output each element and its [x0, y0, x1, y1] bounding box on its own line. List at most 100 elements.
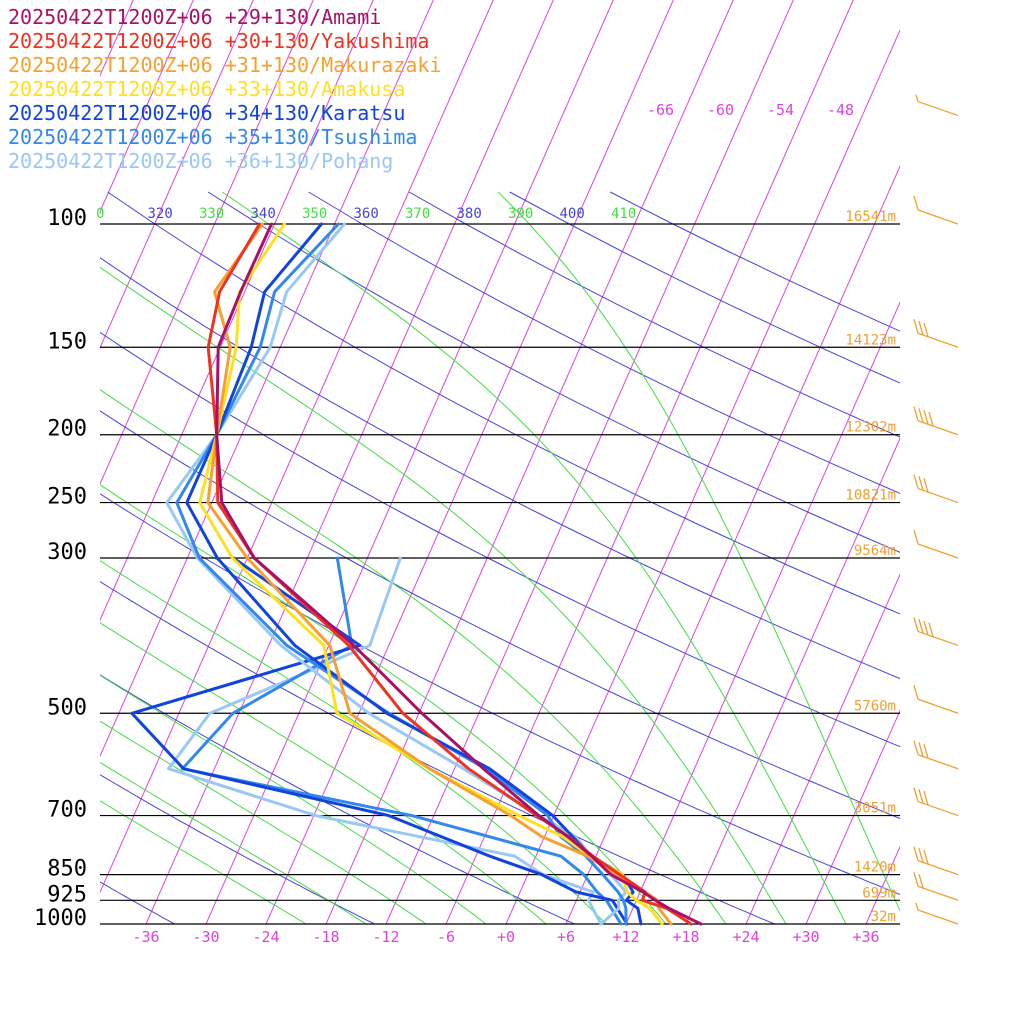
theta-labels: 0 320 330 340 350 360 370 380 390 400 410: [96, 206, 636, 222]
dry-adiabat-line: [100, 674, 576, 924]
theta-label: 340: [251, 206, 276, 222]
wind-barb: [915, 94, 959, 117]
height-label: 10821m: [845, 488, 896, 504]
theta-label: 370: [405, 206, 430, 222]
height-label: 14123m: [845, 332, 896, 348]
temperature-tick-label: -36: [132, 928, 159, 946]
temperature-tick-label: +0: [497, 928, 515, 946]
wind-barb: [913, 474, 959, 504]
height-label: 32m: [871, 909, 896, 925]
temperature-tick-label: +6: [557, 928, 575, 946]
temperature-line: [206, 222, 693, 926]
temperature-line: [198, 222, 664, 926]
theta-label: 320: [148, 206, 173, 222]
wind-barbs: [913, 94, 959, 925]
temperature-tick-label: -6: [437, 928, 455, 946]
temperature-line: [206, 222, 673, 926]
temperature-tick-label: +18: [672, 928, 699, 946]
isotherm-line: [565, 165, 900, 924]
temperature-tick-label: +12: [612, 928, 639, 946]
legend-entry: 20250422T1200Z+06 +35+130/Tsushima: [8, 125, 417, 149]
wind-barb: [913, 617, 959, 647]
height-label: 1420m: [854, 860, 896, 876]
temperature-tick-label: +30: [792, 928, 819, 946]
pressure-label: 850: [47, 857, 87, 882]
height-label: 16541m: [845, 209, 896, 225]
pressure-label: 700: [47, 798, 87, 823]
temperature-tick-label: -18: [312, 928, 339, 946]
temperature-line: [175, 222, 628, 926]
theta-label: 390: [508, 206, 533, 222]
isotherm-line: [505, 28, 900, 924]
dry-adiabat-line: [408, 191, 900, 438]
theta-label: 410: [611, 206, 636, 222]
isotherm-labels: -66 -60 -54 -48: [647, 101, 854, 119]
temperature-tick-label: +36: [852, 928, 879, 946]
height-label: 699m: [862, 885, 896, 901]
isotherm-line: [385, 0, 794, 924]
dry-adiabat-line: [100, 257, 900, 680]
pressure-label: 1000: [34, 906, 87, 931]
dry-adiabat-line: [509, 191, 900, 384]
isotherm-line: [926, 0, 1024, 924]
theta-label: 400: [560, 206, 585, 222]
theta-label: 360: [354, 206, 379, 222]
legend-entry: 20250422T1200Z+06 +34+130/Karatsu: [8, 101, 405, 125]
theta-label: 380: [457, 206, 482, 222]
isotherm-line: [805, 709, 900, 924]
pressure-label: 150: [47, 329, 87, 354]
dry-adiabat-line: [100, 881, 176, 924]
height-label: 5760m: [854, 698, 896, 714]
isotherm-line: [325, 0, 734, 924]
isotherm-label: -60: [707, 101, 734, 119]
theta-label: 350: [302, 206, 327, 222]
isotherm-label: -54: [767, 101, 794, 119]
isotherm-line: [625, 301, 900, 924]
height-label: 12302m: [845, 420, 896, 436]
temperature-line: [165, 222, 628, 926]
isotherm-line: [685, 437, 900, 924]
wind-barb: [913, 529, 959, 559]
theta-label: 330: [199, 206, 224, 222]
theta-label: 0: [96, 206, 104, 222]
sounding-profiles: [130, 222, 703, 926]
wind-barb: [913, 787, 959, 817]
pressure-label: 925: [47, 882, 87, 907]
temperature-axis-labels: -36 -30 -24 -18 -12 -6 +0 +6 +12 +18 +24 +30 +36: [132, 928, 879, 946]
pressure-label: 300: [47, 540, 87, 565]
height-label: 9564m: [854, 543, 896, 559]
dewpoint-line: [130, 556, 629, 926]
temperature-line: [215, 222, 703, 926]
isotherm-line: [745, 573, 900, 924]
height-labels: 16541m 14123m 12302m 10821m 9564m 5760m 3051m 1…: [845, 209, 896, 925]
isotherm-label: -48: [827, 101, 854, 119]
wind-barb: [913, 195, 959, 225]
wind-barb: [913, 685, 959, 714]
legend: 20250422T1200Z+06 +29+130/Amami20250422T…: [8, 5, 441, 173]
temperature-tick-label: -12: [372, 928, 399, 946]
dry-adiabat-line: [100, 493, 900, 896]
temperature-tick-label: -30: [192, 928, 219, 946]
wind-barb: [913, 846, 959, 876]
pressure-label: 250: [47, 485, 87, 510]
pressure-label: 500: [47, 695, 87, 720]
isotherm-line: [445, 0, 854, 924]
dry-adiabat-line: [100, 774, 376, 924]
wind-barb: [913, 406, 959, 436]
legend-entry: 20250422T1200Z+06 +31+130/Makurazaki: [8, 53, 441, 77]
dry-adiabat-line: [609, 191, 900, 332]
isotherm-line: [986, 0, 1024, 924]
legend-entry: 20250422T1200Z+06 +36+130/Pohang: [8, 149, 393, 173]
wind-barb: [913, 740, 959, 770]
temperature-tick-label: +24: [732, 928, 759, 946]
wind-barb: [913, 872, 959, 901]
wind-barb: [915, 902, 959, 925]
legend-entry: 20250422T1200Z+06 +30+130/Yakushima: [8, 29, 429, 53]
dewpoint-line: [181, 556, 623, 926]
dry-adiabat-line: [100, 581, 776, 924]
legend-entry: 20250422T1200Z+06 +29+130/Amami: [8, 5, 381, 29]
height-label: 3051m: [854, 801, 896, 817]
isotherm-label: -66: [647, 101, 674, 119]
